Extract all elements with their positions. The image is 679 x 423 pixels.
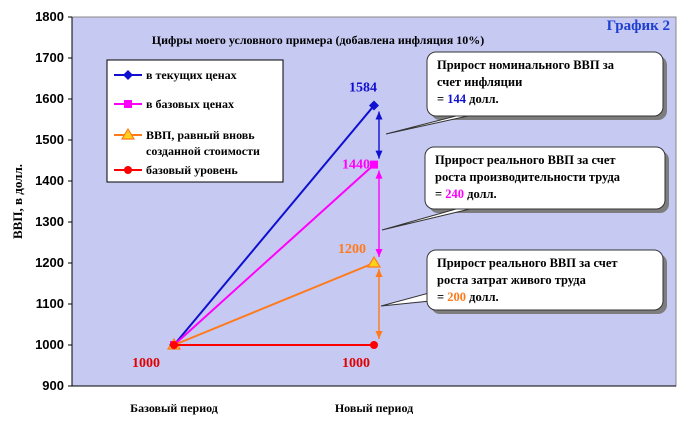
legend-label: в текущих ценах xyxy=(146,68,237,82)
series-lines xyxy=(166,100,382,350)
x-categories: Базовый период Новый период xyxy=(130,401,413,415)
series-marker xyxy=(123,70,133,80)
callout-line: Прирост номинального ВВП за xyxy=(437,58,615,72)
chart-title: График 2 xyxy=(607,18,670,34)
callout-box xyxy=(424,146,666,210)
callout-line: роста производительности труда xyxy=(435,170,621,184)
series-marker xyxy=(124,166,132,174)
y-axis-label: ВВП, в долл. xyxy=(10,164,25,239)
series-marker xyxy=(120,127,136,140)
callout-line: = 200 долл. xyxy=(437,290,499,304)
y-tick-label: 1600 xyxy=(35,91,64,106)
callout-line: = 144 долл. xyxy=(437,92,499,106)
data-label: 1440 xyxy=(342,158,370,173)
callout: Прирост номинального ВВП за счет инфляции… xyxy=(385,51,667,135)
legend-item: в текущих ценах xyxy=(114,68,237,82)
y-tick-label: 1500 xyxy=(35,132,64,147)
data-labels: 1584 1440 1200 1000 1000 xyxy=(132,81,377,371)
axes xyxy=(71,17,676,387)
callout-line: Прирост реального ВВП за счет xyxy=(435,153,616,167)
data-label: 1200 xyxy=(338,242,366,257)
y-tick-label: 1200 xyxy=(35,255,64,270)
legend: в текущих ценах в базовых ценах ВВП, равны… xyxy=(106,59,284,183)
series-marker xyxy=(370,341,378,349)
legend-item: базовый уровень xyxy=(114,163,238,177)
legend-item: ВВП, равный вновь созданной стоимости xyxy=(114,127,260,158)
legend-box xyxy=(106,59,284,183)
series-marker xyxy=(124,100,132,108)
y-tick-label: 1400 xyxy=(35,173,64,188)
difference-arrow xyxy=(375,111,383,159)
chart-subtitle: Цифры моего условного примера (добавлена… xyxy=(152,33,484,47)
series-marker xyxy=(170,341,178,349)
data-label: 1000 xyxy=(132,356,160,371)
callout-value: 240 xyxy=(445,187,464,201)
y-tick-label: 1300 xyxy=(35,214,64,229)
callout-line: роста затрат живого труда xyxy=(437,273,587,287)
callout: Прирост реального ВВП за счет роста произ… xyxy=(381,146,669,231)
callout: Прирост реального ВВП за счет роста затра… xyxy=(380,249,667,314)
callout-value: 200 xyxy=(447,290,466,304)
callout-line: Прирост реального ВВП за счет xyxy=(437,256,618,270)
legend-label: в базовых ценах xyxy=(146,97,234,111)
callout-line: = 240 долл. xyxy=(435,187,497,201)
y-ticks: 900 1000 1100 1200 1300 1400 1500 1600 1700 1800 xyxy=(35,9,72,393)
series-line xyxy=(173,262,375,346)
difference-arrows xyxy=(375,111,383,339)
y-tick-label: 1100 xyxy=(36,296,64,311)
callout-line: счет инфляции xyxy=(437,75,522,89)
y-tick-label: 900 xyxy=(42,378,64,393)
series-line xyxy=(173,104,375,346)
legend-label: ВВП, равный вновь созданной стоимости xyxy=(146,128,260,158)
x-category-label: Базовый период xyxy=(130,401,218,415)
legend-label: базовый уровень xyxy=(146,163,238,177)
callouts: Прирост номинального ВВП за счет инфляции… xyxy=(380,51,669,314)
series-marker xyxy=(366,255,382,268)
callout-box xyxy=(426,249,664,311)
x-category-label: Новый период xyxy=(335,401,413,415)
callout-box xyxy=(426,51,664,117)
series-marker xyxy=(370,160,378,169)
y-tick-label: 1800 xyxy=(35,9,64,24)
y-tick-label: 1000 xyxy=(35,337,64,352)
difference-arrow xyxy=(375,269,383,339)
callout-value: 144 xyxy=(447,92,467,106)
series-line xyxy=(173,163,375,346)
legend-item: в базовых ценах xyxy=(114,97,234,111)
series-marker xyxy=(369,100,379,111)
difference-arrow xyxy=(375,170,383,257)
data-label: 1584 xyxy=(349,81,377,96)
y-tick-label: 1700 xyxy=(35,50,64,65)
data-label: 1000 xyxy=(342,356,370,371)
